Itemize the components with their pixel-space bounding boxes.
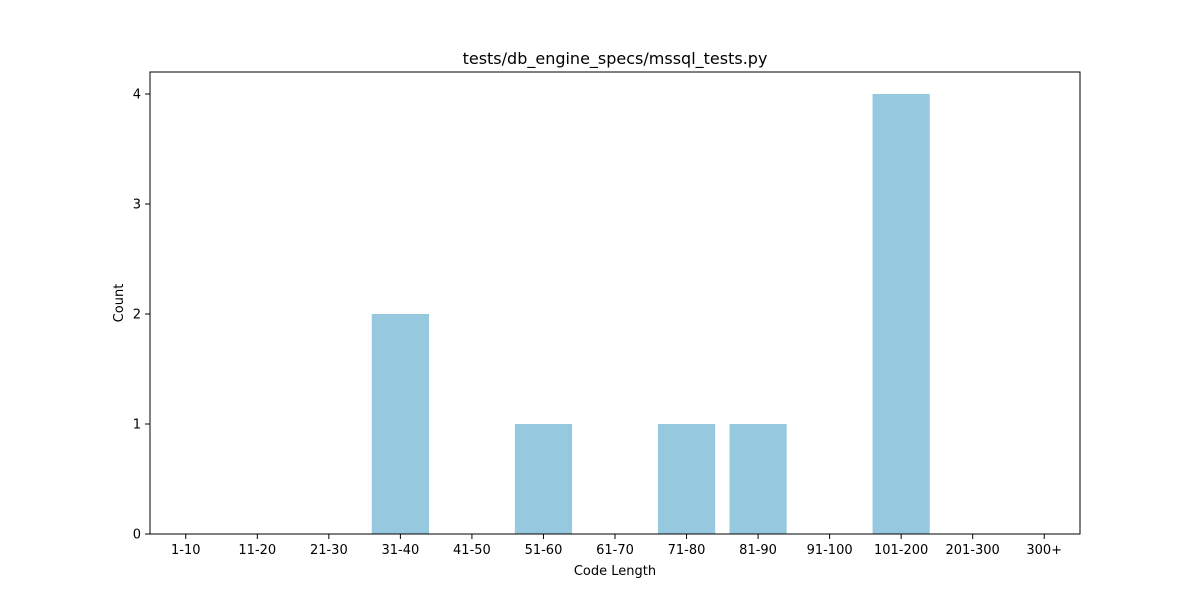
x-tick-label: 101-200 <box>874 543 928 558</box>
y-axis-label: Count <box>112 284 127 323</box>
x-tick-label: 61-70 <box>596 543 634 558</box>
y-tick-label: 3 <box>133 198 141 213</box>
x-tick-label: 41-50 <box>453 543 491 558</box>
x-tick-label: 300+ <box>1026 543 1062 558</box>
bar-81-90 <box>729 424 787 534</box>
y-tick-label: 4 <box>133 88 141 103</box>
x-tick-label: 11-20 <box>238 543 276 558</box>
bar-71-80 <box>657 424 716 534</box>
x-tick-label: 91-100 <box>807 543 853 558</box>
y-axis-ticks: 0 1 2 3 4 <box>133 88 150 543</box>
bar-101-200 <box>872 94 930 534</box>
y-tick-label: 2 <box>133 308 141 323</box>
bars-group <box>371 94 930 534</box>
x-axis-ticks: 1-10 11-20 21-30 31-40 41-50 51-60 61-70 71-80 8… <box>171 534 1062 558</box>
chart-title: tests/db_engine_specs/mssql_tests.py <box>463 49 768 69</box>
x-tick-label: 1-10 <box>171 543 201 558</box>
bar-51-60 <box>514 424 573 534</box>
x-tick-label: 31-40 <box>381 543 419 558</box>
y-tick-label: 0 <box>133 528 141 543</box>
x-tick-label: 51-60 <box>525 543 563 558</box>
bar-31-40 <box>371 314 429 534</box>
x-tick-label: 21-30 <box>310 543 348 558</box>
x-axis-label: Code Length <box>574 564 656 579</box>
x-tick-label: 81-90 <box>739 543 777 558</box>
x-tick-label: 71-80 <box>668 543 706 558</box>
x-tick-label: 201-300 <box>946 543 1000 558</box>
y-tick-label: 1 <box>133 418 141 433</box>
